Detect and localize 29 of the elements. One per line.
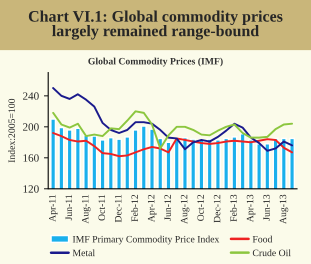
chart-subtitle: Global Commodity Prices (IMF) bbox=[88, 58, 223, 66]
x-tick-label: Apr-11 bbox=[49, 194, 58, 222]
x-tick-label: Oct-12 bbox=[197, 194, 204, 221]
line-series bbox=[52, 87, 294, 152]
y-tick-label: 200 bbox=[23, 123, 39, 131]
x-tick-label: Apr-13 bbox=[246, 194, 256, 222]
y-tick-label: 240 bbox=[23, 92, 39, 100]
x-tick-label: Oct-11 bbox=[98, 194, 106, 221]
x-tick-label: Aug-13 bbox=[280, 194, 288, 224]
x-tick-label: Apr-12 bbox=[148, 194, 156, 222]
x-tick-label: Dec-12 bbox=[214, 194, 220, 223]
line-series bbox=[52, 132, 294, 158]
y-tick-label: 120 bbox=[23, 185, 39, 193]
chart-title: Chart VI.1: Global commodity prices largely remained range-bound bbox=[28, 10, 283, 40]
legend-label: Metal bbox=[72, 249, 95, 256]
legend-label: Food bbox=[252, 236, 272, 242]
x-tick-label: Jun-13 bbox=[263, 194, 270, 221]
x-tick-label: Jun-11 bbox=[66, 194, 72, 220]
x-tick-label: Feb-12 bbox=[131, 194, 138, 222]
x-tick-label: Aug-12 bbox=[180, 194, 190, 224]
x-tick-label: Feb-13 bbox=[230, 194, 237, 222]
legend-label: IMF Primary Commodity Price Index bbox=[72, 236, 220, 244]
line-series bbox=[52, 110, 294, 150]
legend-label: Crude Oil bbox=[252, 249, 291, 256]
x-tick-label: Dec-11 bbox=[114, 194, 122, 222]
y-tick-label: 160 bbox=[23, 154, 39, 162]
y-axis-title: Index:2005=100 bbox=[8, 98, 16, 163]
x-tick-label: Jun-12 bbox=[164, 194, 171, 221]
x-tick-label: Aug-11 bbox=[82, 194, 91, 224]
